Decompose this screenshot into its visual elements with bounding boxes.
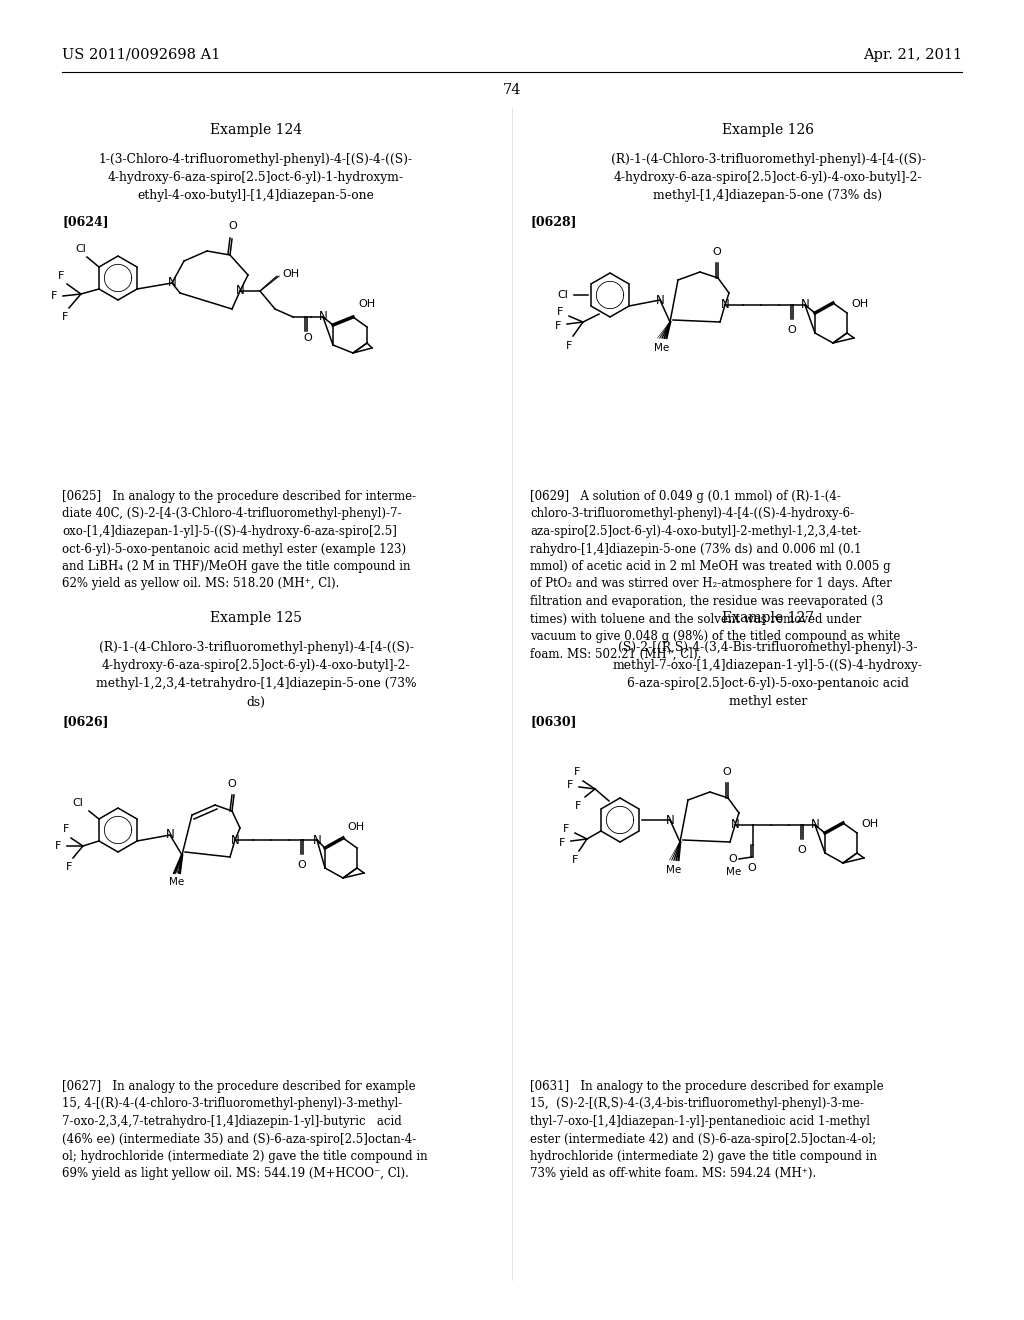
Text: Example 127: Example 127: [722, 611, 814, 624]
Text: N: N: [666, 813, 675, 826]
Text: F: F: [66, 862, 72, 873]
Text: F: F: [566, 341, 572, 351]
Text: N: N: [236, 285, 245, 297]
Text: [0628]: [0628]: [530, 215, 577, 228]
Text: [0626]: [0626]: [62, 715, 109, 729]
Text: OH: OH: [282, 269, 299, 279]
Text: O: O: [227, 779, 237, 789]
Text: Me: Me: [654, 343, 670, 352]
Text: Apr. 21, 2011: Apr. 21, 2011: [863, 48, 962, 62]
Text: [0625]   In analogy to the procedure described for interme-
diate 40C, (S)-2-[4-: [0625] In analogy to the procedure descr…: [62, 490, 416, 590]
Text: 4-hydroxy-6-aza-spiro[2.5]oct-6-yl)-4-oxo-butyl]-2-: 4-hydroxy-6-aza-spiro[2.5]oct-6-yl)-4-ox…: [613, 172, 923, 185]
Text: Me: Me: [169, 876, 184, 887]
Text: ethyl-4-oxo-butyl]-[1,4]diazepan-5-one: ethyl-4-oxo-butyl]-[1,4]diazepan-5-one: [137, 190, 375, 202]
Text: F: F: [558, 838, 565, 847]
Text: O: O: [728, 854, 737, 865]
Text: Cl: Cl: [76, 244, 86, 253]
Text: O: O: [228, 220, 238, 231]
Text: F: F: [61, 312, 69, 322]
Text: F: F: [571, 855, 579, 865]
Text: 4-hydroxy-6-aza-spiro[2.5]oct-6-yl)-4-oxo-butyl]-2-: 4-hydroxy-6-aza-spiro[2.5]oct-6-yl)-4-ox…: [101, 660, 411, 672]
Text: N: N: [166, 829, 174, 842]
Text: O: O: [298, 861, 306, 870]
Text: methyl ester: methyl ester: [729, 696, 807, 709]
Text: 4-hydroxy-6-aza-spiro[2.5]oct-6-yl)-1-hydroxym-: 4-hydroxy-6-aza-spiro[2.5]oct-6-yl)-1-hy…: [108, 172, 404, 185]
Text: OH: OH: [861, 818, 879, 829]
Text: F: F: [62, 824, 70, 834]
Text: [0629]   A solution of 0.049 g (0.1 mmol) of (R)-1-(4-
chloro-3-trifluoromethyl-: [0629] A solution of 0.049 g (0.1 mmol) …: [530, 490, 900, 660]
Text: US 2011/0092698 A1: US 2011/0092698 A1: [62, 48, 220, 62]
Text: (S)-2-[(R,S)-4-(3,4-Bis-trifluoromethyl-phenyl)-3-: (S)-2-[(R,S)-4-(3,4-Bis-trifluoromethyl-…: [618, 642, 918, 655]
Text: 1-(3-Chloro-4-trifluoromethyl-phenyl)-4-[(S)-4-((S)-: 1-(3-Chloro-4-trifluoromethyl-phenyl)-4-…: [99, 153, 413, 166]
Text: N: N: [168, 276, 176, 289]
Text: 74: 74: [503, 83, 521, 96]
Text: F: F: [557, 308, 563, 317]
Text: Me: Me: [726, 867, 741, 876]
Text: F: F: [562, 824, 569, 834]
Text: O: O: [787, 325, 797, 335]
Text: N: N: [721, 298, 729, 312]
Text: Cl: Cl: [557, 290, 568, 300]
Text: Example 124: Example 124: [210, 123, 302, 137]
Text: OH: OH: [347, 822, 365, 832]
Text: N: N: [230, 833, 240, 846]
Text: Example 125: Example 125: [210, 611, 302, 624]
Text: N: N: [312, 833, 322, 846]
Text: methyl-[1,4]diazepan-5-one (73% ds): methyl-[1,4]diazepan-5-one (73% ds): [653, 190, 883, 202]
Text: O: O: [748, 863, 757, 873]
Text: 6-aza-spiro[2.5]oct-6-yl)-5-oxo-pentanoic acid: 6-aza-spiro[2.5]oct-6-yl)-5-oxo-pentanoi…: [627, 677, 909, 690]
Text: N: N: [318, 310, 328, 323]
Text: OH: OH: [358, 300, 375, 309]
Text: ds): ds): [247, 696, 265, 709]
Text: methyl-7-oxo-[1,4]diazepan-1-yl]-5-((S)-4-hydroxy-: methyl-7-oxo-[1,4]diazepan-1-yl]-5-((S)-…: [613, 660, 923, 672]
Text: [0631]   In analogy to the procedure described for example
15,  (S)-2-[(R,S)-4-(: [0631] In analogy to the procedure descr…: [530, 1080, 884, 1180]
Text: O: O: [798, 845, 806, 855]
Text: [0630]: [0630]: [530, 715, 577, 729]
Text: (R)-1-(4-Chloro-3-trifluoromethyl-phenyl)-4-[4-((S)-: (R)-1-(4-Chloro-3-trifluoromethyl-phenyl…: [610, 153, 926, 166]
Text: Me: Me: [667, 865, 682, 875]
Text: O: O: [713, 247, 721, 257]
Text: F: F: [566, 780, 573, 789]
Text: F: F: [57, 271, 65, 281]
Text: F: F: [54, 841, 61, 851]
Text: F: F: [573, 767, 581, 777]
Text: Example 126: Example 126: [722, 123, 814, 137]
Text: F: F: [574, 801, 581, 810]
Text: N: N: [811, 818, 819, 832]
Text: N: N: [655, 293, 665, 306]
Text: [0627]   In analogy to the procedure described for example
15, 4-[(R)-4-(4-chlor: [0627] In analogy to the procedure descr…: [62, 1080, 428, 1180]
Text: (R)-1-(4-Chloro-3-trifluoromethyl-phenyl)-4-[4-((S)-: (R)-1-(4-Chloro-3-trifluoromethyl-phenyl…: [98, 642, 414, 655]
Text: F: F: [50, 290, 57, 301]
Text: OH: OH: [851, 300, 868, 309]
Text: O: O: [723, 767, 731, 777]
Text: [0624]: [0624]: [62, 215, 109, 228]
Text: O: O: [304, 333, 312, 343]
Text: N: N: [731, 818, 739, 832]
Text: Cl: Cl: [72, 799, 83, 808]
Text: F: F: [555, 321, 561, 331]
Text: N: N: [801, 298, 809, 312]
Text: methyl-1,2,3,4-tetrahydro-[1,4]diazepin-5-one (73%: methyl-1,2,3,4-tetrahydro-[1,4]diazepin-…: [96, 677, 416, 690]
